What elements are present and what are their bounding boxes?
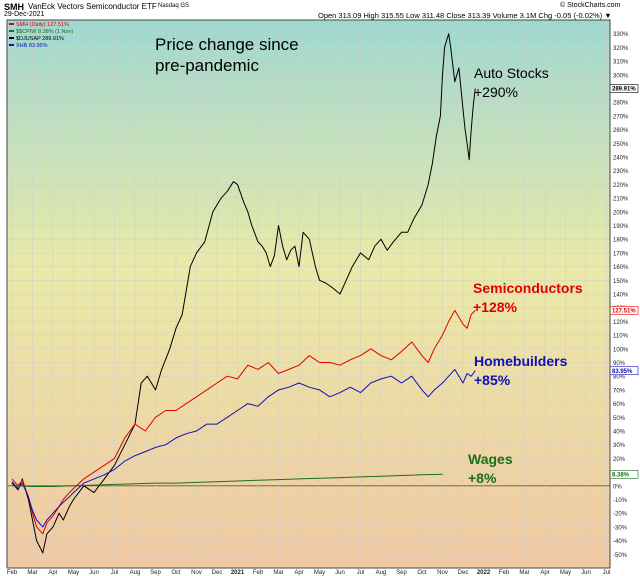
x-tick-label: Jul [111, 570, 119, 576]
x-tick-label: May [560, 570, 571, 576]
y-tick-label: 280% [613, 101, 629, 107]
x-tick-label: Feb [253, 570, 264, 576]
header-ohlc: Open 313.09 High 315.55 Low 311.48 Close… [318, 11, 612, 20]
x-tick-label: Apr [540, 570, 549, 576]
y-tick-label: 90% [613, 361, 626, 367]
x-tick-label: Aug [130, 570, 141, 576]
end-label-auto-stocks: 289.91% [612, 87, 636, 93]
x-tick-label: Dec [212, 570, 223, 576]
x-tick-label: Nov [437, 570, 448, 576]
y-tick-label: 120% [613, 320, 629, 326]
x-tick-label: Aug [376, 570, 387, 576]
y-tick-label: 180% [613, 238, 629, 244]
chart-title-line-2: pre-pandemic [155, 56, 259, 75]
x-tick-label: Oct [417, 570, 427, 576]
annotation-wages-value: +8% [468, 470, 497, 486]
annotation-semiconductors-name: Semiconductors [473, 280, 583, 296]
x-tick-label: Nov [191, 570, 202, 576]
y-tick-label: 330% [613, 32, 629, 38]
y-tick-label: 80% [613, 375, 626, 381]
y-tick-label: 40% [613, 430, 626, 436]
x-tick-label: Jun [335, 570, 345, 576]
legend-entry: XHB 83.95% [16, 43, 48, 49]
annotation-wages-name: Wages [468, 451, 513, 467]
header-title: VanEck Vectors Semiconductor ETF [28, 2, 157, 11]
y-tick-label: 230% [613, 169, 629, 175]
x-tick-label: 2021 [231, 570, 245, 576]
x-tick-label: Mar [273, 570, 283, 576]
annotation-homebuilders-value: +85% [474, 372, 511, 388]
y-tick-label: 110% [613, 334, 629, 340]
y-tick-label: 260% [613, 128, 629, 134]
y-tick-label: 140% [613, 293, 629, 299]
legend-entry: $DJUSAP 289.91% [16, 36, 64, 42]
plot-border [6, 19, 611, 569]
annotation-semiconductors-value: +128% [473, 299, 518, 315]
annotation-auto-stocks-value: +290% [474, 84, 518, 100]
x-tick-label: Oct [171, 570, 181, 576]
header-credit: © StockCharts.com [560, 2, 621, 9]
x-tick-label: May [68, 570, 79, 576]
chart-title-line-1: Price change since [155, 35, 299, 54]
y-tick-label: 30% [613, 443, 626, 449]
x-tick-label: Jul [603, 570, 611, 576]
annotation-auto-stocks-name: Auto Stocks [474, 65, 549, 81]
y-tick-label: 300% [613, 73, 629, 79]
y-tick-label: 160% [613, 265, 629, 271]
x-tick-label: Feb [499, 570, 510, 576]
header-exchange: Nasdaq GS [158, 3, 190, 9]
x-tick-label: Jun [89, 570, 99, 576]
y-tick-label: 50% [613, 416, 626, 422]
x-tick-label: Dec [458, 570, 469, 576]
x-tick-label: 2022 [477, 570, 491, 576]
series-line-homebuilders [11, 368, 476, 528]
x-tick-label: Sep [396, 570, 407, 576]
y-tick-label: -20% [613, 512, 628, 518]
y-tick-label: 0% [613, 484, 622, 490]
y-tick-label: 220% [613, 183, 629, 189]
x-tick-label: Mar [519, 570, 529, 576]
y-tick-label: 20% [613, 457, 626, 463]
header-symbol: SMH [4, 2, 24, 12]
y-tick-label: 60% [613, 402, 626, 408]
x-tick-label: Jun [581, 570, 591, 576]
y-tick-label: -50% [613, 553, 628, 559]
x-tick-label: Mar [27, 570, 37, 576]
y-tick-label: 320% [613, 46, 629, 52]
series-line-wages [11, 473, 443, 487]
y-tick-label: 310% [613, 60, 629, 66]
x-tick-label: Jul [357, 570, 365, 576]
header-date: 29-Dec-2021 [4, 11, 45, 18]
x-tick-label: Apr [48, 570, 57, 576]
x-tick-label: Apr [294, 570, 303, 576]
y-tick-label: 170% [613, 251, 629, 257]
end-label-semiconductors: 127.51% [612, 309, 636, 315]
y-tick-label: -30% [613, 525, 628, 531]
y-tick-label: 190% [613, 224, 629, 230]
series-line-auto-stocks [11, 33, 476, 554]
x-tick-label: Feb [7, 570, 18, 576]
legend-entry: SMH (Daily) 127.51% [16, 22, 69, 28]
annotation-homebuilders-name: Homebuilders [474, 353, 568, 369]
y-tick-label: -10% [613, 498, 628, 504]
y-tick-label: -40% [613, 539, 628, 545]
y-tick-label: 70% [613, 388, 626, 394]
legend-entry: $$CPIW 8.38% (1 Nov) [16, 29, 73, 35]
y-tick-label: 250% [613, 142, 629, 148]
y-tick-label: 200% [613, 210, 629, 216]
y-tick-label: 210% [613, 197, 629, 203]
end-label-wages: 8.38% [612, 473, 630, 479]
y-tick-label: 150% [613, 279, 629, 285]
y-tick-label: 240% [613, 156, 629, 162]
y-tick-label: 270% [613, 114, 629, 120]
x-tick-label: Sep [150, 570, 161, 576]
y-tick-label: 100% [613, 347, 629, 353]
end-label-homebuilders: 83.95% [612, 369, 633, 375]
x-tick-label: May [314, 570, 325, 576]
